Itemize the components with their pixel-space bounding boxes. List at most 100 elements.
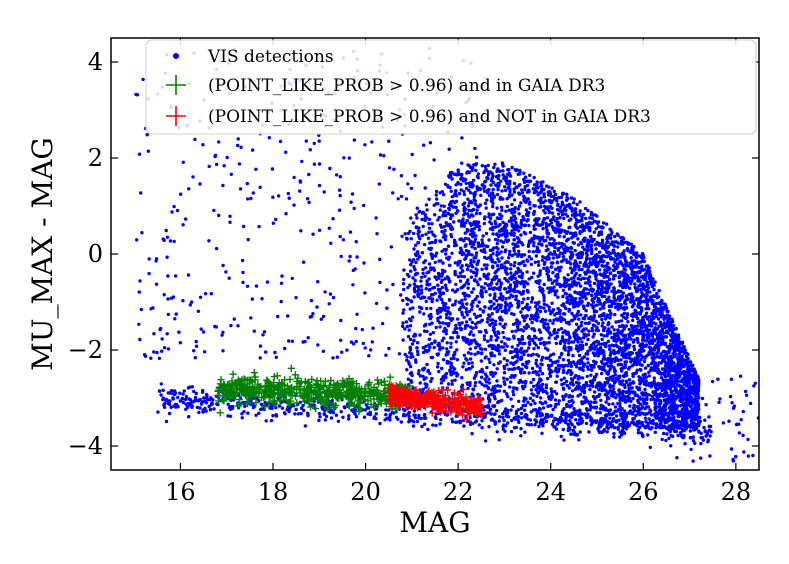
data-point — [527, 210, 531, 215]
data-point — [637, 375, 641, 379]
data-point — [580, 215, 584, 219]
data-point — [527, 255, 531, 259]
data-point — [534, 343, 538, 347]
data-point — [408, 283, 412, 287]
data-point — [577, 281, 581, 285]
data-point — [562, 235, 566, 239]
data-point — [592, 314, 596, 318]
data-point — [462, 192, 467, 197]
data-point — [426, 236, 431, 240]
data-point — [556, 275, 560, 280]
data-point — [465, 212, 470, 216]
data-point — [471, 299, 475, 304]
data-point — [479, 193, 483, 198]
data-point — [454, 282, 458, 287]
data-point — [594, 372, 599, 376]
data-point — [519, 406, 523, 411]
data-point — [496, 257, 500, 261]
data-point — [626, 383, 631, 387]
data-points — [134, 46, 759, 463]
data-point — [683, 410, 687, 415]
data-point — [643, 406, 647, 411]
data-point — [583, 332, 587, 336]
data-point — [500, 309, 504, 314]
data-point — [604, 222, 609, 226]
data-point — [482, 334, 487, 338]
data-point — [470, 290, 474, 294]
data-point — [508, 283, 513, 287]
data-point — [513, 260, 517, 265]
data-point — [525, 365, 529, 370]
data-point — [585, 407, 589, 411]
data-point — [515, 386, 519, 390]
data-point — [585, 383, 589, 388]
data-point — [473, 255, 478, 260]
data-point — [660, 323, 664, 328]
data-point — [611, 402, 615, 406]
data-point — [519, 310, 523, 314]
data-point — [643, 366, 648, 370]
data-point — [590, 326, 594, 330]
data-point — [534, 358, 539, 362]
data-point — [403, 352, 407, 357]
data-point — [536, 193, 540, 197]
data-point — [544, 383, 549, 387]
data-point — [651, 298, 655, 303]
data-point — [570, 340, 574, 344]
data-point — [662, 317, 666, 321]
data-point — [557, 269, 561, 273]
data-point — [569, 217, 573, 221]
data-point — [436, 361, 440, 366]
data-point — [509, 271, 513, 275]
data-point — [510, 312, 514, 316]
data-point — [541, 226, 545, 231]
data-point — [535, 182, 539, 187]
data-point — [440, 285, 444, 290]
data-point — [538, 269, 542, 273]
data-point — [623, 410, 627, 415]
data-point — [552, 285, 556, 289]
data-point — [411, 221, 415, 225]
data-point — [600, 226, 604, 230]
data-point — [537, 205, 542, 209]
data-point — [494, 338, 498, 342]
data-point — [544, 226, 549, 230]
data-point — [682, 382, 686, 386]
data-point — [584, 421, 589, 426]
data-point — [516, 254, 520, 258]
data-point — [658, 320, 663, 324]
data-point — [560, 251, 565, 256]
data-point — [576, 243, 581, 247]
data-point — [470, 201, 474, 205]
data-point — [511, 355, 515, 360]
data-point — [577, 264, 581, 268]
data-point — [506, 260, 510, 264]
data-point — [480, 164, 484, 168]
data-point — [532, 175, 536, 180]
data-point — [580, 329, 584, 333]
data-point — [588, 387, 592, 392]
data-point — [588, 403, 593, 408]
data-point — [423, 323, 427, 328]
data-point — [601, 349, 605, 353]
data-point — [420, 217, 424, 222]
data-point — [515, 223, 519, 228]
data-point — [460, 222, 464, 226]
data-point — [505, 204, 509, 209]
data-point — [505, 377, 509, 381]
data-point — [471, 333, 476, 337]
data-point — [623, 276, 627, 280]
data-point — [530, 392, 534, 396]
data-point — [558, 355, 562, 360]
data-point — [440, 278, 444, 282]
data-point — [546, 275, 551, 280]
data-point — [416, 289, 420, 293]
data-point — [666, 324, 670, 329]
data-point — [655, 351, 659, 355]
data-point — [599, 398, 603, 403]
data-point — [539, 396, 543, 400]
data-point — [594, 328, 598, 332]
data-point — [483, 164, 488, 169]
data-point — [624, 390, 628, 395]
data-point — [509, 231, 513, 236]
